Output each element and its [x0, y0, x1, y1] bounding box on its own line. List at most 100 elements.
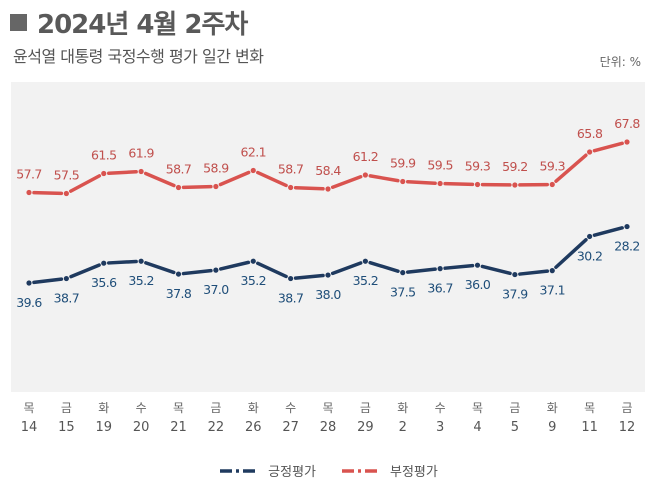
- legend: 긍정평가 부정평가: [0, 461, 658, 480]
- x-tick-day-label: 수: [136, 401, 147, 415]
- negative-data-label: 57.5: [54, 168, 79, 183]
- positive-data-point: [437, 266, 443, 272]
- positive-data-label: 35.2: [353, 273, 378, 288]
- x-tick-date-label: 4: [473, 420, 481, 435]
- negative-line-segment: [405, 180, 437, 185]
- negative-data-point: [512, 182, 518, 188]
- positive-data-label: 37.9: [502, 287, 528, 302]
- negative-data-point: [587, 149, 593, 155]
- negative-line-segment: [256, 170, 288, 188]
- negative-data-point: [549, 181, 555, 188]
- x-tick-date-label: 15: [58, 420, 75, 435]
- x-tick-day-label: 목: [472, 401, 483, 415]
- negative-line-segment: [69, 174, 102, 193]
- positive-data-point: [474, 262, 481, 268]
- negative-data-point: [400, 178, 406, 185]
- x-tick-day-label: 금: [509, 401, 520, 415]
- positive-data-label: 39.6: [16, 295, 42, 310]
- negative-line-segment: [554, 153, 588, 183]
- legend-negative-label: 부정평가: [390, 465, 438, 480]
- negative-data-label: 59.5: [427, 158, 452, 173]
- x-tick-date-label: 12: [619, 420, 636, 435]
- legend-negative-line-icon: [342, 468, 382, 473]
- x-tick-day-label: 화: [98, 401, 109, 415]
- chart-title: 2024년 4월 2주차: [10, 4, 248, 41]
- x-tick-day-label: 목: [23, 401, 34, 415]
- positive-data-label: 30.2: [577, 248, 602, 263]
- negative-data-point: [474, 181, 481, 188]
- positive-line-segment: [256, 261, 288, 279]
- x-tick-date-label: 5: [511, 420, 519, 435]
- positive-data-label: 36.7: [427, 281, 452, 296]
- plot-area: [11, 82, 645, 392]
- negative-line-segment: [592, 141, 624, 153]
- x-tick-date-label: 22: [208, 420, 225, 435]
- positive-line-segment: [69, 263, 101, 279]
- positive-line-segment: [293, 273, 325, 280]
- positive-data-point: [400, 270, 406, 276]
- positive-data-label: 28.2: [614, 239, 639, 254]
- x-tick-day-label: 금: [61, 401, 72, 415]
- negative-data-point: [138, 168, 144, 175]
- unit-label: 단위: %: [599, 55, 641, 69]
- positive-data-point: [325, 272, 331, 278]
- positive-line-segment: [518, 269, 550, 276]
- positive-line-segment: [368, 260, 400, 273]
- x-tick-date-label: 2: [399, 420, 407, 435]
- positive-data-point: [63, 275, 69, 282]
- x-tick-date-label: 21: [170, 420, 187, 435]
- negative-data-point: [362, 172, 368, 178]
- positive-line-segment: [405, 267, 437, 274]
- negative-line-segment: [330, 175, 363, 189]
- negative-data-label: 65.8: [577, 126, 603, 141]
- positive-data-point: [549, 268, 555, 274]
- negative-data-point: [63, 190, 69, 197]
- positive-line-segment: [330, 261, 363, 276]
- x-tick-day-label: 목: [322, 401, 333, 415]
- negative-data-label: 59.3: [540, 159, 565, 174]
- negative-data-point: [250, 167, 256, 174]
- positive-data-label: 38.7: [54, 291, 79, 306]
- negative-data-label: 59.9: [390, 156, 416, 171]
- positive-data-point: [362, 258, 368, 264]
- negative-data-point: [175, 184, 182, 191]
- negative-data-label: 67.8: [614, 116, 640, 131]
- positive-line-segment: [181, 268, 213, 276]
- legend-item-positive: 긍정평가: [220, 461, 316, 480]
- negative-data-label: 58.9: [203, 161, 229, 176]
- negative-data-label: 61.9: [128, 146, 154, 161]
- positive-line-segment: [144, 261, 176, 275]
- negative-line-segment: [106, 170, 138, 175]
- title-text: 2024년 4월 2주차: [37, 10, 248, 40]
- x-tick-date-label: 14: [21, 420, 38, 435]
- negative-data-label: 62.1: [241, 145, 266, 160]
- positive-data-label: 38.7: [278, 291, 303, 306]
- x-tick-day-label: 수: [435, 401, 446, 415]
- positive-data-label: 37.0: [203, 282, 229, 297]
- positive-data-label: 37.8: [166, 286, 192, 301]
- positive-data-label: 37.5: [390, 285, 415, 300]
- x-tick-day-label: 금: [621, 401, 632, 415]
- positive-line-segment: [32, 277, 64, 285]
- negative-data-label: 58.4: [315, 163, 341, 178]
- negative-data-point: [101, 170, 107, 177]
- x-tick-day-label: 화: [248, 401, 259, 415]
- x-tick-day-label: 화: [397, 401, 408, 415]
- positive-data-point: [213, 267, 219, 273]
- positive-line-segment: [480, 264, 512, 276]
- positive-line-segment: [218, 260, 251, 271]
- positive-data-label: 36.0: [465, 277, 491, 292]
- chart-subtitle: 윤석열 대통령 국정수행 평가 일간 변화: [13, 47, 264, 66]
- negative-line-segment: [181, 184, 213, 190]
- positive-data-point: [101, 260, 107, 266]
- x-tick-date-label: 26: [245, 420, 262, 435]
- legend-positive-label: 긍정평가: [268, 465, 316, 480]
- positive-line-segment: [554, 238, 588, 270]
- negative-line-segment: [218, 170, 251, 187]
- positive-data-label: 38.0: [315, 287, 341, 302]
- negative-data-point: [26, 189, 32, 196]
- negative-data-point: [213, 183, 219, 190]
- positive-data-point: [138, 258, 144, 264]
- legend-positive-line-icon: [220, 468, 261, 473]
